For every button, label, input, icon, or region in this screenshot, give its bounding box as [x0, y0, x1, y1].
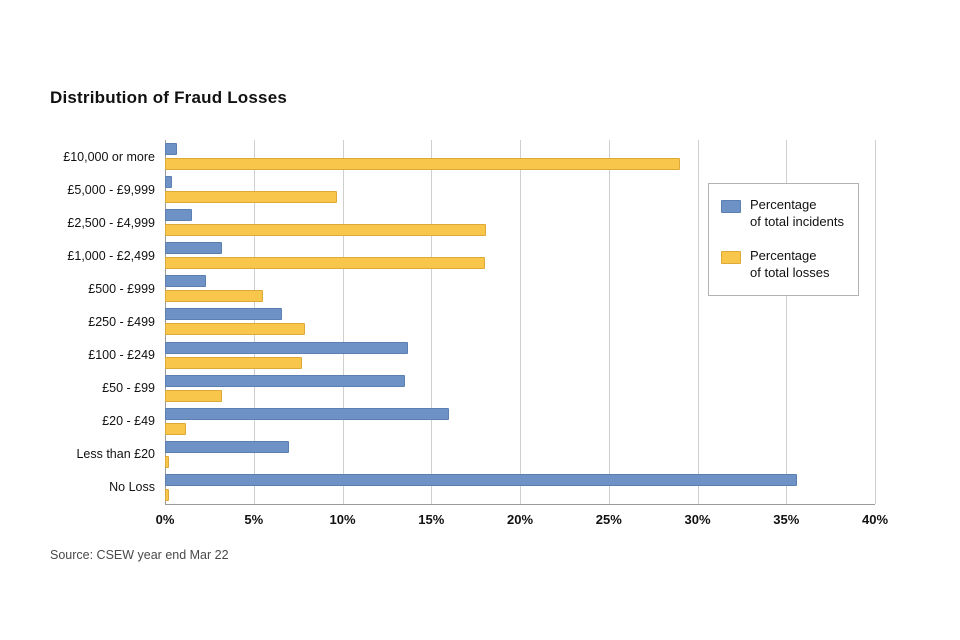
bar-losses	[165, 422, 187, 435]
bar-losses	[165, 389, 222, 402]
bar-incidents	[165, 209, 192, 222]
x-tick-label: 25%	[595, 512, 622, 527]
bar-losses	[165, 158, 680, 171]
category-label: £10,000 or more	[63, 149, 155, 164]
bar-incidents	[165, 440, 290, 453]
category-label: £2,500 - £4,999	[67, 215, 155, 230]
x-tick-label: 30%	[684, 512, 711, 527]
bar-losses	[165, 257, 485, 270]
gridline	[875, 140, 876, 504]
gridline	[697, 140, 699, 504]
bar-incidents	[165, 374, 405, 387]
x-tick-label: 20%	[506, 512, 534, 527]
category-label: £20 - £49	[102, 414, 155, 429]
gridline	[253, 140, 255, 504]
category-label: Less than £20	[76, 447, 155, 462]
category-label: £500 - £999	[88, 281, 155, 296]
legend: Percentage of total incidents Percentage…	[708, 183, 859, 296]
category-row: Less than £20	[76, 438, 875, 471]
x-tick-label: 35%	[773, 512, 800, 527]
x-tick-label: 15%	[418, 512, 445, 527]
plot-area: £10,000 or more £5,000 - £9,999 £2,500 - £…	[63, 140, 876, 505]
category-row: £250 - £499	[88, 305, 875, 338]
x-tick-label: 5%	[244, 512, 264, 527]
bar-losses	[165, 356, 302, 369]
category-label: £100 - £249	[88, 348, 155, 362]
category-row: £5,000 - £9,999	[67, 173, 875, 206]
category-label: £5,000 - £9,999	[67, 182, 155, 197]
x-tick-label: 10%	[329, 512, 356, 527]
incidents-swatch-icon	[721, 200, 741, 213]
bar-losses	[165, 455, 169, 468]
legend-item-losses: Percentage of total losses	[721, 248, 848, 282]
category-label: £1,000 - £2,499	[67, 248, 155, 263]
x-axis: 0% 5% 10% 15% 20% 25% 30% 35% 40%	[156, 512, 888, 530]
gridline	[342, 140, 344, 504]
x-tick-label: 0%	[155, 512, 175, 527]
legend-label-losses: Percentage of total losses	[750, 247, 830, 280]
gridline	[431, 140, 433, 504]
bar-incidents	[165, 143, 178, 156]
category-row: £100 - £249	[88, 338, 875, 371]
chart-title: Distribution of Fraud Losses	[50, 88, 288, 107]
source-note: Source: CSEW year end Mar 22	[50, 548, 229, 562]
legend-item-incidents: Percentage of total incidents	[721, 197, 848, 231]
category-label: £50 - £99	[102, 381, 155, 396]
bar-incidents	[165, 176, 173, 189]
category-row: £2,500 - £4,999	[67, 206, 875, 239]
gridline	[608, 140, 610, 504]
x-tick-label: 40%	[861, 512, 889, 527]
legend-label-incidents: Percentage of total incidents	[750, 197, 844, 229]
bar-incidents	[165, 407, 449, 420]
category-row: £10,000 or more	[63, 140, 875, 173]
bar-losses	[165, 323, 306, 336]
bar-incidents	[165, 242, 222, 255]
bar-incidents	[165, 308, 283, 321]
bar-losses	[165, 191, 338, 204]
bar-incidents	[165, 341, 409, 354]
bar-incidents	[165, 275, 206, 288]
category-label: No Loss	[109, 480, 155, 495]
category-row: £50 - £99	[102, 372, 875, 405]
category-label: £250 - £499	[88, 314, 155, 329]
losses-swatch-icon	[721, 250, 741, 264]
category-row: £500 - £999	[88, 272, 875, 305]
gridline	[520, 140, 521, 504]
category-row: £20 - £49	[102, 405, 875, 438]
category-row: £1,000 - £2,499	[67, 239, 875, 272]
bar-incidents	[165, 473, 797, 486]
gridline	[165, 140, 166, 504]
bar-losses	[165, 224, 487, 237]
category-row: No Loss	[109, 471, 875, 504]
plot-wrap: £10,000 or more £5,000 - £9,999 £2,500 - £…	[63, 140, 876, 505]
bar-losses	[165, 290, 263, 303]
bar-losses	[165, 488, 169, 501]
gridline	[786, 140, 788, 504]
